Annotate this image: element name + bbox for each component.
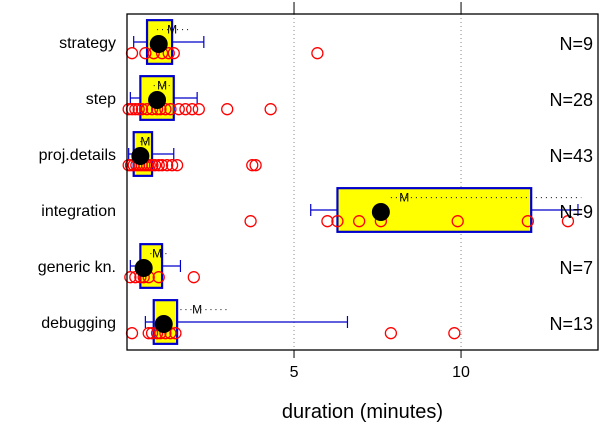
mean-marker: M [399,191,409,205]
category-group: M [124,243,200,289]
mean-marker: M [192,303,202,317]
data-point [311,47,324,60]
x-tick-label: 10 [452,364,470,381]
data-point [124,271,137,284]
data-point [152,271,165,284]
data-point [122,103,135,116]
data-point [221,103,234,116]
data-point [135,103,149,116]
category-label: integration [41,203,116,220]
category-label: step [86,91,116,108]
label-layer: 5 10 strategy N=9 step N=28 proj.details N=43 in… [38,34,593,381]
iqr-box [145,19,174,65]
median-dot [371,203,390,221]
category-label: proj.details [39,147,116,164]
data-point [165,159,179,172]
category-group: M [122,131,262,177]
median-dot [154,315,173,333]
data-point [185,103,199,116]
iqr-box [336,187,533,233]
grid-layer [293,2,462,358]
data-point [187,271,200,284]
category-group: M [244,187,582,233]
x-axis-title: duration (minutes) [282,401,443,423]
data-point [129,271,142,284]
box-layer: M M M M M M [122,19,582,345]
sample-size-label: N=13 [549,314,593,334]
data-point [169,327,182,340]
plot-frame [126,13,599,351]
data-point [164,103,177,116]
data-point [152,159,165,172]
data-point [179,103,192,116]
mean-marker: M [167,23,177,37]
data-point [192,103,205,116]
category-label: strategy [59,35,116,52]
median-dot [148,91,167,109]
data-point [167,47,180,60]
data-point [264,103,277,116]
data-point [331,215,344,228]
data-point [244,215,257,228]
mean-marker: M [152,247,162,261]
category-label: debugging [41,315,116,332]
data-point [125,47,139,60]
data-point [140,103,154,116]
data-point [159,103,172,116]
data-point [132,103,145,116]
sample-size-label: N=7 [559,258,593,278]
sample-size-label: N=43 [549,146,593,166]
data-point [448,327,461,340]
data-point [142,327,155,340]
data-point [353,215,366,228]
data-point [148,159,162,172]
mean-marker: M [140,135,150,149]
data-point [561,215,575,228]
median-dot [149,35,168,53]
data-point [145,327,159,340]
data-point [155,159,169,172]
median-dot [131,147,150,165]
data-point [172,103,185,116]
category-label: generic kn. [38,259,116,276]
sample-size-label: N=9 [559,202,593,222]
data-point [521,215,535,228]
data-point [160,159,174,172]
x-tick-label: 5 [290,364,299,381]
data-point [129,103,142,116]
category-group: M [125,19,324,65]
data-point [249,159,262,172]
data-point [451,215,464,228]
data-point [162,47,175,60]
data-point [246,159,259,172]
data-point [321,215,334,228]
sample-size-label: N=28 [549,90,593,110]
category-group: M [122,75,277,121]
data-point [170,159,184,172]
data-point [139,47,152,60]
median-dot [134,259,153,277]
data-point [125,327,139,340]
category-group: M [125,299,461,345]
mean-marker: M [157,79,167,93]
sample-size-label: N=9 [559,34,593,54]
data-point [384,327,398,340]
